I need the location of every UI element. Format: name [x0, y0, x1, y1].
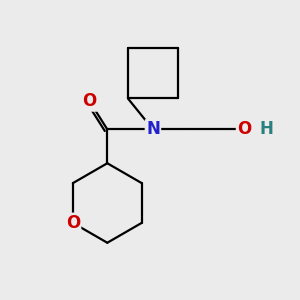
Text: H: H: [260, 120, 273, 138]
Text: O: O: [237, 120, 251, 138]
Text: N: N: [146, 120, 160, 138]
Text: O: O: [82, 92, 97, 110]
Text: O: O: [66, 214, 80, 232]
